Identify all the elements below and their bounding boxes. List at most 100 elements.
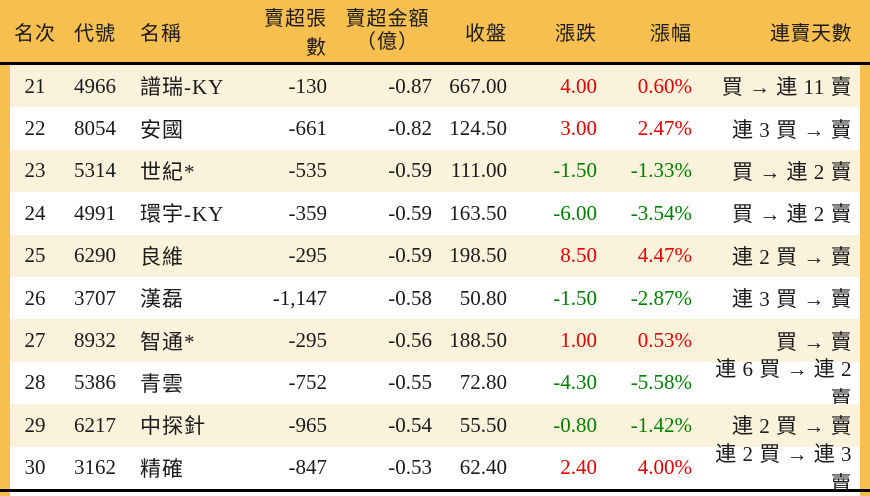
bottom-filler <box>10 492 860 496</box>
cell-code: 5314 <box>74 158 116 183</box>
cell-sell-volume: -847 <box>288 455 328 480</box>
cell-change: 8.50 <box>560 243 597 268</box>
cell-sell-volume: -661 <box>288 116 328 141</box>
cell-change-pct: -1.33% <box>630 158 692 183</box>
cell-name: 智通* <box>140 329 196 354</box>
cell-sell-amount: -0.54 <box>388 412 432 437</box>
cell-change: -1.50 <box>553 158 597 183</box>
cell-sell-volume: -535 <box>288 158 328 183</box>
cell-change: 4.00 <box>560 73 597 98</box>
table-row: 28 5386 青雲 -752 -0.55 72.80 -4.30 -5.58% 連 6 買 →… <box>10 357 860 411</box>
table-row: 30 3162 精確 -847 -0.53 62.40 2.40 4.00% 連 2 買 → 連… <box>10 442 860 496</box>
cell-close: 667.00 <box>449 73 507 98</box>
cell-change: 1.00 <box>560 328 597 353</box>
cell-code: 6290 <box>74 243 116 268</box>
cell-change-pct: -5.58% <box>630 370 692 395</box>
col-header-change-pct: 漲幅 <box>650 22 692 45</box>
cell-rank: 30 <box>24 455 46 480</box>
cell-name: 譜瑞-KY <box>140 75 225 100</box>
cell-sell-amount: -0.53 <box>388 455 432 480</box>
cell-streak: 連 2 買 → 賣 <box>732 414 852 439</box>
cell-sell-amount: -0.55 <box>388 370 432 395</box>
cell-rank: 27 <box>24 328 46 353</box>
col-header-rank: 名次 <box>14 22 56 45</box>
cell-name: 青雲 <box>140 371 184 396</box>
cell-close: 198.50 <box>449 243 507 268</box>
cell-sell-volume: -965 <box>288 412 328 437</box>
table-row: 29 6217 中探針 -965 -0.54 55.50 -0.80 -1.42% 連 2 買 … <box>10 404 860 447</box>
cell-name: 漢磊 <box>140 287 184 312</box>
cell-streak: 買 → 連 2 賣 <box>732 159 852 184</box>
cell-code: 8054 <box>74 116 116 141</box>
cell-close: 55.50 <box>459 412 507 437</box>
table-row: 22 8054 安國 -661 -0.82 124.50 3.00 2.47% 連 3 買 → … <box>10 107 860 150</box>
table-row: 21 4966 譜瑞-KY -130 -0.87 667.00 4.00 0.60% 買 → 連… <box>10 65 860 108</box>
cell-close: 188.50 <box>449 328 507 353</box>
cell-change-pct: 2.47% <box>637 116 692 141</box>
cell-change-pct: 4.00% <box>637 455 692 480</box>
cell-change: -4.30 <box>553 370 597 395</box>
cell-close: 72.80 <box>459 370 507 395</box>
cell-close: 163.50 <box>449 200 507 225</box>
col-header-sell-amount-line1: 賣超金額 <box>345 8 430 30</box>
cell-close: 111.00 <box>450 158 507 183</box>
cell-rank: 23 <box>24 158 46 183</box>
cell-close: 62.40 <box>459 455 507 480</box>
cell-sell-amount: -0.59 <box>388 158 432 183</box>
cell-rank: 29 <box>24 412 46 437</box>
col-header-change: 漲跌 <box>555 22 597 45</box>
cell-streak: 連 2 買 → 賣 <box>732 244 852 269</box>
cell-sell-amount: -0.58 <box>388 285 432 310</box>
cell-change: -1.50 <box>553 285 597 310</box>
cell-change-pct: -2.87% <box>630 285 692 310</box>
cell-rank: 24 <box>24 200 46 225</box>
cell-name: 環宇-KY <box>140 202 225 227</box>
table-row: 26 3707 漢磊 -1,147 -0.58 50.80 -1.50 -2.87% 連 3 買… <box>10 276 860 320</box>
cell-change-pct: 0.60% <box>637 73 692 98</box>
col-header-sell-volume: 賣超張數 <box>264 8 327 59</box>
cell-streak: 買 → 連 11 賣 <box>721 75 852 100</box>
cell-change-pct: -3.54% <box>630 200 692 225</box>
cell-change: -0.80 <box>553 412 597 437</box>
cell-sell-amount: -0.82 <box>388 116 432 141</box>
cell-sell-amount: -0.59 <box>388 243 432 268</box>
cell-rank: 22 <box>24 116 46 141</box>
cell-code: 8932 <box>74 328 116 353</box>
col-header-close: 收盤 <box>465 22 507 45</box>
cell-streak: 連 6 買 → 連 2 賣 <box>715 356 852 411</box>
cell-code: 4966 <box>74 73 116 98</box>
cell-sell-amount: -0.56 <box>388 328 432 353</box>
cell-rank: 26 <box>24 285 46 310</box>
table-row: 24 4991 環宇-KY -359 -0.59 163.50 -6.00 -3.54% 買 →… <box>10 192 860 235</box>
cell-rank: 25 <box>24 243 46 268</box>
cell-sell-amount: -0.59 <box>388 200 432 225</box>
table-bottom-border <box>0 489 870 492</box>
cell-sell-volume: -130 <box>288 73 328 98</box>
cell-name: 安國 <box>140 117 184 142</box>
col-header-name: 名稱 <box>140 22 182 45</box>
cell-change: -6.00 <box>553 200 597 225</box>
table-header: 名次 代號 名稱 賣超張數 賣超金額 （億） 收盤 漲跌 漲幅 連賣天數 <box>0 0 870 65</box>
cell-code: 6217 <box>74 412 116 437</box>
col-header-sell-amount: 賣超金額 （億） <box>335 8 440 54</box>
cell-change-pct: -1.42% <box>630 412 692 437</box>
cell-code: 4991 <box>74 200 116 225</box>
cell-streak: 買 → 賣 <box>776 329 852 354</box>
cell-close: 124.50 <box>449 116 507 141</box>
cell-change-pct: 0.53% <box>637 328 692 353</box>
col-header-sell-amount-line2: （億） <box>356 31 419 53</box>
table-row: 23 5314 世紀* -535 -0.59 111.00 -1.50 -1.33% 買 → 連… <box>10 149 860 193</box>
col-header-code: 代號 <box>74 22 116 45</box>
cell-change-pct: 4.47% <box>637 243 692 268</box>
cell-name: 良維 <box>140 244 184 269</box>
cell-streak: 買 → 連 2 賣 <box>732 202 852 227</box>
cell-streak: 連 3 買 → 賣 <box>732 287 852 312</box>
col-header-streak: 連賣天數 <box>770 22 852 45</box>
table-row: 25 6290 良維 -295 -0.59 198.50 8.50 4.47% 連 2 買 → … <box>10 234 860 277</box>
cell-close: 50.80 <box>459 285 507 310</box>
cell-code: 5386 <box>74 370 116 395</box>
cell-streak: 連 3 買 → 賣 <box>732 117 852 142</box>
cell-sell-amount: -0.87 <box>388 73 432 98</box>
cell-rank: 28 <box>24 370 46 395</box>
